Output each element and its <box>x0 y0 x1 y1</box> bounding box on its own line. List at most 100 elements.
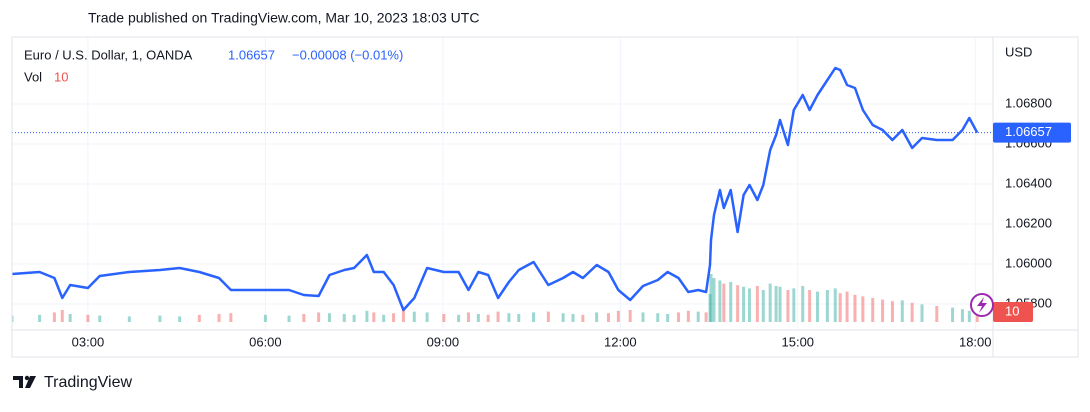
volume-bar <box>838 293 842 322</box>
volume-bar <box>871 298 875 322</box>
volume-bar <box>287 315 291 322</box>
volume-bar <box>571 314 575 322</box>
volume-bar <box>392 313 396 322</box>
volume-value: 10 <box>54 69 68 84</box>
volume-bar <box>900 300 904 322</box>
volume-bar <box>412 311 416 322</box>
volume-bar <box>742 286 746 322</box>
volume-bar <box>951 307 955 322</box>
volume-bar <box>641 312 645 322</box>
volume-bar <box>768 283 772 322</box>
volume-bar <box>581 314 585 322</box>
volume-bar <box>217 314 221 322</box>
x-tick-label: 09:00 <box>427 334 460 349</box>
volume-tag-label: 10 <box>1005 303 1019 318</box>
volume-bar <box>881 299 885 322</box>
pane-border <box>11 36 1079 358</box>
volume-bar <box>722 283 726 322</box>
symbol-title: Euro / U.S. Dollar, 1, OANDA <box>24 47 193 62</box>
time-axis: 03:00 06:00 09:00 12:00 15:00 18:00 <box>72 334 992 349</box>
volume-bar <box>52 312 56 322</box>
brand-logo <box>13 375 36 388</box>
volume-bar <box>561 313 565 322</box>
price-axis: 1.058001.060001.062001.064001.066001.068… <box>993 95 1071 322</box>
volume-bar <box>158 315 162 322</box>
x-tick-label: 15:00 <box>782 334 815 349</box>
volume-bar <box>960 309 964 322</box>
volume-bar <box>833 288 837 322</box>
plot <box>12 66 993 312</box>
volume-bar <box>442 314 446 322</box>
volume-bar <box>382 314 386 322</box>
volume-bar <box>845 291 849 322</box>
volume-bar <box>666 314 670 322</box>
volume-bar <box>774 286 778 322</box>
volume-bar <box>935 306 939 322</box>
volume-bar <box>546 311 550 322</box>
price-change: −0.00008 (−0.01%) <box>292 47 403 62</box>
volume-bar <box>486 314 490 322</box>
volume-bar <box>317 312 321 322</box>
volume-bar <box>342 314 346 322</box>
volume-bar <box>372 312 376 322</box>
volume-bar <box>975 314 979 322</box>
volume-bar <box>496 311 500 322</box>
volume-bar <box>352 314 356 322</box>
volume-bar <box>786 290 790 322</box>
volume-bar <box>708 294 712 322</box>
volume-bar <box>792 288 796 322</box>
volume-bar <box>755 286 759 322</box>
volume-bar <box>736 285 740 322</box>
volume-bar <box>709 274 713 322</box>
y-tick-label: 1.06200 <box>1005 215 1052 230</box>
volume-bar <box>229 313 233 322</box>
volume-bar <box>60 310 64 322</box>
last-price-tag <box>993 122 1071 143</box>
currency: USD <box>1005 44 1032 59</box>
volume-bar <box>853 294 857 322</box>
published-note: Trade published on TradingView.com, Mar … <box>88 10 479 26</box>
volume-bar <box>457 314 461 322</box>
volume-bar <box>825 290 829 322</box>
x-tick-label: 06:00 <box>249 334 282 349</box>
volume-bar <box>729 282 733 322</box>
volume-bar <box>890 301 894 322</box>
volume-bar <box>967 310 971 322</box>
volume-bars <box>12 274 979 322</box>
volume-bar <box>628 310 632 322</box>
y-tick-label: 1.06800 <box>1005 95 1052 110</box>
volume-bar <box>197 314 201 322</box>
volume-bar <box>98 315 102 322</box>
volume-bar <box>86 314 90 322</box>
x-tick-label: 03:00 <box>72 334 105 349</box>
volume-bar <box>425 312 429 322</box>
volume-bar <box>38 314 42 322</box>
grid <box>12 37 993 330</box>
volume-bar <box>532 312 536 322</box>
volume-bar <box>517 314 521 322</box>
volume-bar <box>861 296 865 322</box>
price-line <box>12 66 979 312</box>
volume-bar <box>595 312 599 322</box>
volume-bar <box>178 316 182 322</box>
volume-bar <box>747 288 751 322</box>
volume-bar <box>68 314 72 322</box>
volume-bar <box>801 286 805 322</box>
last-price-tag-label: 1.06657 <box>1005 124 1052 139</box>
volume-bar <box>365 310 369 322</box>
volume-bar <box>696 311 700 322</box>
volume-bar <box>263 314 267 322</box>
volume-bar <box>507 313 511 322</box>
volume-bar <box>712 278 716 322</box>
volume-bar <box>656 313 660 322</box>
volume-bar <box>401 309 405 322</box>
volume-bar <box>127 316 131 322</box>
y-tick-label: 1.06000 <box>1005 255 1052 270</box>
y-tick-label: 1.06400 <box>1005 175 1052 190</box>
volume-bar <box>12 315 14 322</box>
volume-bar <box>676 312 680 322</box>
volume-label: Vol <box>24 69 42 84</box>
volume-bar <box>616 310 620 322</box>
